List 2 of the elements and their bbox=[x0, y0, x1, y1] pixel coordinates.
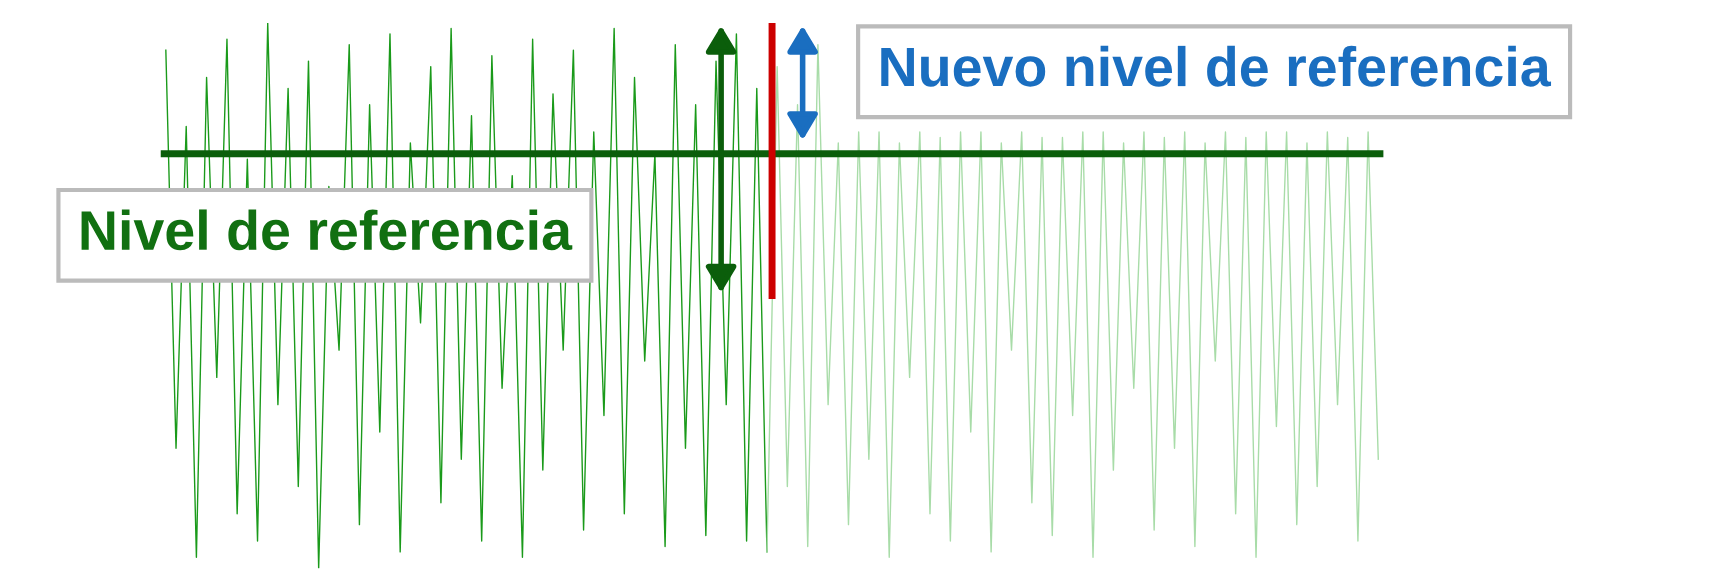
annotation: Nuevo nivel de referencia bbox=[881, 45, 1552, 87]
annotation: Nivel de referencia bbox=[81, 209, 573, 251]
